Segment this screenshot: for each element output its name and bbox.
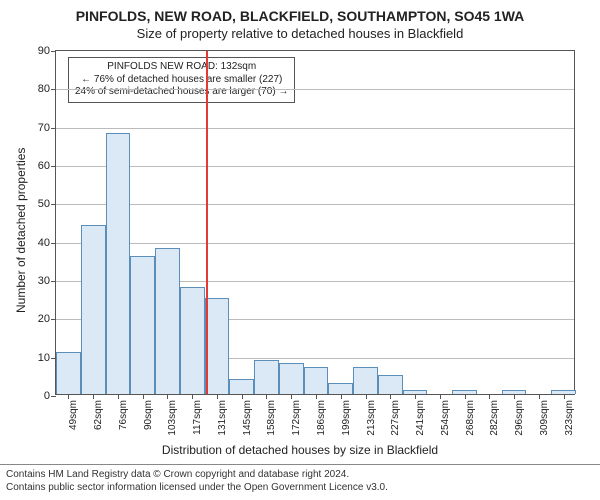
- y-tick-label: 0: [44, 390, 56, 402]
- x-axis-label: Distribution of detached houses by size …: [0, 443, 600, 457]
- annotation-line-3: 24% of semi-detached houses are larger (…: [75, 86, 288, 99]
- histogram-bar: [279, 363, 304, 394]
- y-tick-label: 20: [38, 313, 56, 325]
- annotation-box: PINFOLDS NEW ROAD: 132sqm ← 76% of detac…: [68, 57, 295, 103]
- grid-line: [56, 128, 574, 129]
- x-tick-label: 76sqm: [118, 400, 129, 430]
- grid-line: [56, 166, 574, 167]
- footer-line-2: Contains public sector information licen…: [6, 482, 594, 495]
- chart-title-main: PINFOLDS, NEW ROAD, BLACKFIELD, SOUTHAMP…: [0, 0, 600, 24]
- x-tick-mark: [291, 394, 292, 399]
- x-tick-mark: [143, 394, 144, 399]
- x-tick-mark: [316, 394, 317, 399]
- x-tick-label: 117sqm: [192, 400, 203, 435]
- x-tick-mark: [390, 394, 391, 399]
- grid-line: [56, 243, 574, 244]
- x-tick-mark: [68, 394, 69, 399]
- x-tick-mark: [167, 394, 168, 399]
- footer-attribution: Contains HM Land Registry data © Crown c…: [0, 464, 600, 500]
- x-tick-label: 309sqm: [539, 400, 550, 436]
- x-tick-mark: [415, 394, 416, 399]
- x-tick-mark: [539, 394, 540, 399]
- histogram-bar: [353, 367, 378, 394]
- x-tick-label: 254sqm: [440, 400, 451, 436]
- histogram-bar: [106, 133, 131, 394]
- y-tick-label: 70: [38, 122, 56, 134]
- footer-line-1: Contains HM Land Registry data © Crown c…: [6, 469, 594, 482]
- annotation-line-1: PINFOLDS NEW ROAD: 132sqm: [75, 61, 288, 74]
- x-tick-mark: [489, 394, 490, 399]
- x-tick-label: 49sqm: [68, 400, 79, 430]
- histogram-bar: [378, 375, 403, 394]
- y-tick-label: 10: [38, 352, 56, 364]
- x-tick-label: 158sqm: [266, 400, 277, 436]
- x-tick-label: 227sqm: [390, 400, 401, 436]
- y-tick-label: 90: [38, 45, 56, 57]
- x-tick-mark: [564, 394, 565, 399]
- histogram-bar: [254, 360, 279, 395]
- histogram-bar: [304, 367, 329, 394]
- x-tick-mark: [93, 394, 94, 399]
- x-tick-label: 199sqm: [341, 400, 352, 436]
- x-tick-mark: [266, 394, 267, 399]
- x-tick-label: 186sqm: [316, 400, 327, 436]
- chart-plot-area: PINFOLDS NEW ROAD: 132sqm ← 76% of detac…: [55, 50, 575, 395]
- x-tick-mark: [465, 394, 466, 399]
- chart-title-sub: Size of property relative to detached ho…: [0, 24, 600, 41]
- y-tick-label: 30: [38, 275, 56, 287]
- x-tick-label: 90sqm: [143, 400, 154, 430]
- y-tick-label: 80: [38, 83, 56, 95]
- x-tick-label: 62sqm: [93, 400, 104, 430]
- x-tick-label: 131sqm: [217, 400, 228, 436]
- y-axis-label: Number of detached properties: [14, 147, 28, 312]
- y-tick-label: 40: [38, 237, 56, 249]
- x-tick-mark: [440, 394, 441, 399]
- x-tick-mark: [341, 394, 342, 399]
- histogram-bar: [328, 383, 353, 395]
- annotation-line-2: ← 76% of detached houses are smaller (22…: [75, 74, 288, 87]
- x-tick-label: 323sqm: [564, 400, 575, 436]
- x-tick-label: 241sqm: [415, 400, 426, 436]
- marker-line: [206, 51, 208, 394]
- x-tick-label: 103sqm: [167, 400, 178, 436]
- histogram-bar: [229, 379, 254, 394]
- x-tick-mark: [242, 394, 243, 399]
- histogram-bar: [155, 248, 180, 394]
- histogram-bar: [81, 225, 106, 394]
- x-tick-label: 145sqm: [242, 400, 253, 436]
- histogram-bar: [180, 287, 205, 394]
- x-tick-mark: [366, 394, 367, 399]
- y-tick-label: 50: [38, 198, 56, 210]
- x-tick-label: 213sqm: [366, 400, 377, 436]
- x-tick-label: 296sqm: [514, 400, 525, 436]
- x-tick-label: 172sqm: [291, 400, 302, 436]
- x-tick-label: 282sqm: [489, 400, 500, 436]
- grid-line: [56, 89, 574, 90]
- histogram-bar: [130, 256, 155, 394]
- x-tick-mark: [514, 394, 515, 399]
- x-tick-label: 268sqm: [465, 400, 476, 436]
- x-tick-mark: [118, 394, 119, 399]
- y-tick-label: 60: [38, 160, 56, 172]
- x-tick-mark: [192, 394, 193, 399]
- x-tick-mark: [217, 394, 218, 399]
- grid-line: [56, 204, 574, 205]
- histogram-bar: [56, 352, 81, 394]
